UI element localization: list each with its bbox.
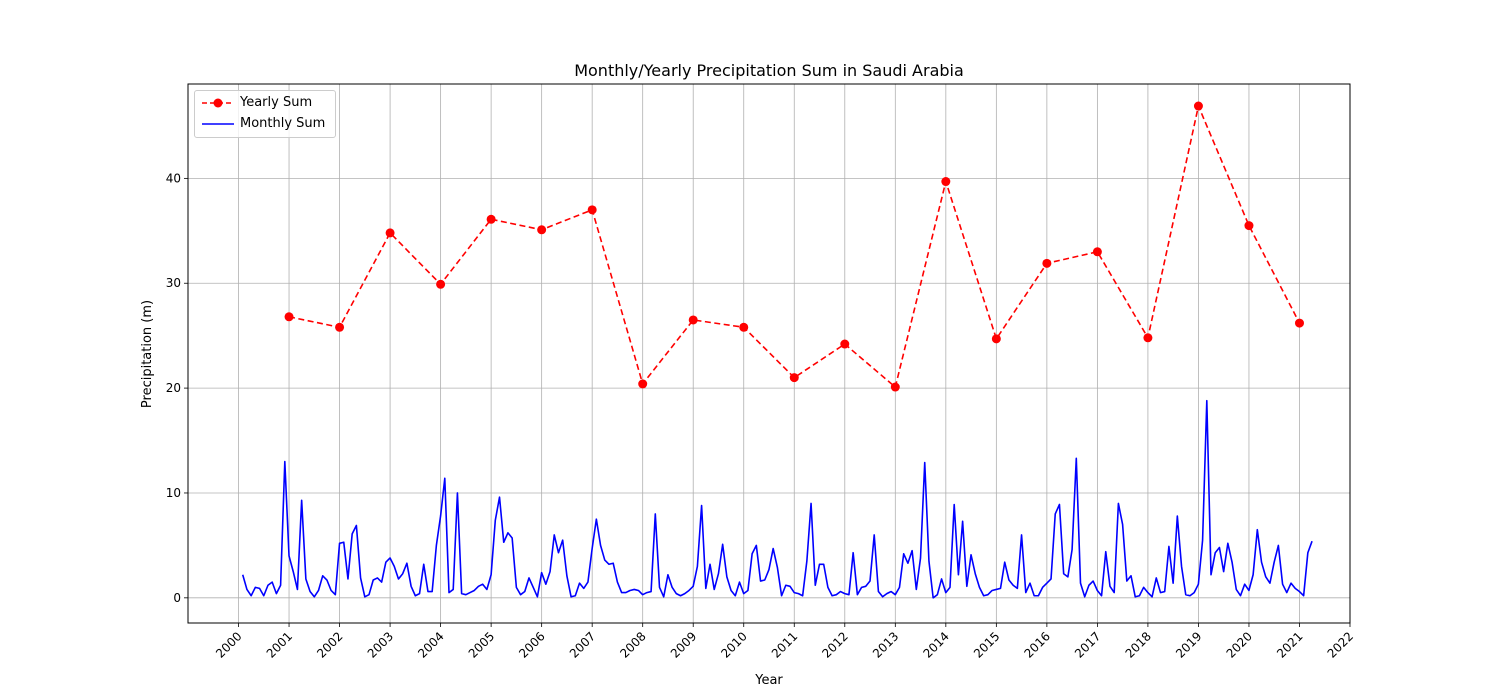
yearly-sum-point: [1092, 247, 1102, 257]
monthly-series: [241, 399, 1313, 599]
x-tick-label: 2020: [1224, 629, 1255, 660]
yearly-sum-point: [284, 312, 294, 322]
yearly-sum-point: [1143, 333, 1153, 343]
x-tick-label: 2003: [365, 629, 396, 660]
yearly-sum-point: [385, 228, 395, 238]
x-tick-label: 2016: [1021, 629, 1052, 660]
chart-title: Monthly/Yearly Precipitation Sum in Saud…: [574, 61, 964, 80]
y-tick-label: 0: [173, 591, 181, 605]
y-axis-ticks: 0 10 20 30 40: [166, 171, 188, 605]
yearly-sum-point: [1193, 101, 1203, 111]
yearly-sum-point: [335, 322, 345, 332]
x-tick-label: 2011: [769, 629, 800, 660]
yearly-sum-line: [288, 103, 1301, 389]
x-tick-label: 2018: [1123, 629, 1154, 660]
yearly-sum-point: [688, 315, 698, 325]
yearly-sum-point: [789, 373, 799, 383]
y-tick-label: 10: [166, 486, 181, 500]
yearly-sum-point: [436, 279, 446, 289]
yearly-sum-point: [1244, 221, 1254, 231]
plot-frame: [187, 83, 1351, 624]
yearly-sum-point: [991, 334, 1001, 344]
x-axis-ticks: 2000 2001 2002 2003 2004 2005 2006 2007 2008 2009…: [213, 623, 1356, 661]
x-tick-label: 2009: [668, 629, 699, 660]
yearly-sum-point: [1042, 258, 1052, 268]
grid-lines: [188, 84, 1351, 623]
yearly-sum-point: [537, 225, 547, 235]
x-tick-label: 2022: [1325, 629, 1356, 660]
x-tick-label: 2019: [1173, 629, 1204, 660]
x-tick-label: 2021: [1274, 629, 1305, 660]
yearly-series: [284, 101, 1304, 392]
x-tick-label: 2007: [567, 629, 598, 660]
y-tick-label: 30: [166, 276, 181, 290]
x-tick-label: 2010: [718, 629, 749, 660]
legend-item-monthly: Monthly Sum: [195, 114, 335, 134]
legend-monthly-swatch-icon: [202, 123, 234, 125]
x-tick-label: 2012: [819, 629, 850, 660]
x-tick-label: 2004: [415, 629, 446, 660]
x-tick-label: 2014: [920, 629, 951, 660]
x-tick-label: 2002: [314, 629, 345, 660]
yearly-sum-point: [638, 379, 648, 389]
x-tick-label: 2005: [466, 629, 497, 660]
legend: Yearly Sum Monthly Sum: [194, 90, 336, 138]
legend-item-yearly: Yearly Sum: [195, 93, 335, 113]
x-tick-label: 2000: [213, 629, 244, 660]
legend-yearly-swatch-icon: [202, 98, 234, 108]
yearly-sum-point: [941, 177, 951, 187]
yearly-sum-point: [486, 214, 496, 224]
x-tick-label: 2015: [971, 629, 1002, 660]
legend-yearly-label: Yearly Sum: [240, 95, 313, 110]
monthly-sum-line: [241, 399, 1313, 599]
yearly-sum-point: [739, 322, 749, 332]
x-tick-label: 2001: [264, 629, 295, 660]
legend-monthly-label: Monthly Sum: [240, 116, 326, 131]
x-tick-label: 2008: [617, 629, 648, 660]
x-tick-label: 2013: [870, 629, 901, 660]
yearly-sum-point: [1294, 318, 1304, 328]
x-axis-label: Year: [754, 673, 783, 688]
yearly-sum-point: [840, 339, 850, 349]
y-axis-label: Precipitation (m): [140, 300, 155, 408]
x-tick-label: 2006: [516, 629, 547, 660]
yearly-sum-point: [587, 205, 597, 215]
y-tick-label: 20: [166, 381, 181, 395]
x-tick-label: 2017: [1072, 629, 1103, 660]
yearly-sum-point: [890, 382, 900, 392]
y-tick-label: 40: [166, 171, 181, 185]
